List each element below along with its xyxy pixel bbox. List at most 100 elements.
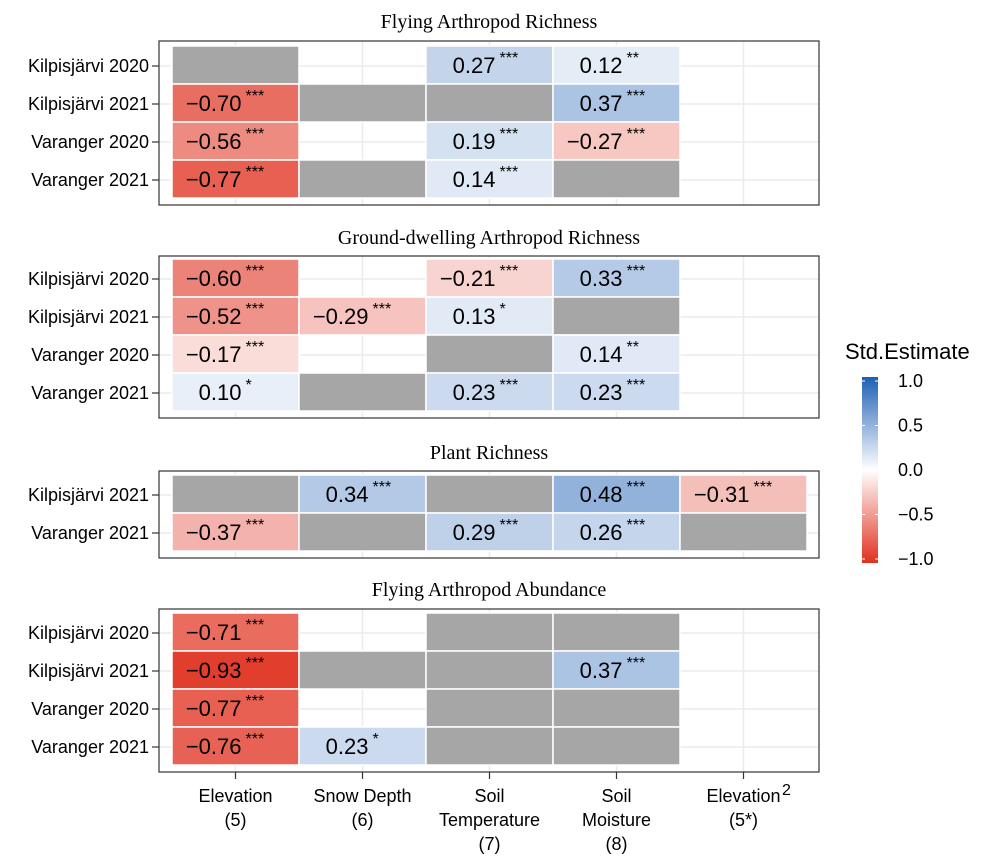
heatmap-cell-na [425,650,554,690]
heatmap-cell-na [552,726,681,766]
cell-value-label: 0.26 [580,520,623,545]
heatmap-cell-na [425,726,554,766]
panel-border [158,255,820,419]
cell-value-label: 0.27 [453,53,496,78]
cell-value-label: −0.60 [186,266,242,291]
significance-stars: *** [246,617,265,634]
heatmap-cell [171,726,300,766]
heatmap-cell-na [552,296,681,336]
heatmap-cell-na [679,512,808,552]
heatmap-cell [552,258,681,298]
significance-stars: *** [627,655,646,672]
significance-stars: * [246,377,252,394]
x-axis-label: (8) [606,834,628,854]
legend-colorbar [862,377,878,563]
significance-stars: *** [373,301,392,318]
row-label: Varanger 2020 [31,132,149,152]
cell-value-label: −0.71 [186,620,242,645]
heatmap-cell [298,296,427,336]
cell-value-label: −0.70 [186,91,242,116]
heatmap-cell-na [171,45,300,85]
heatmap-cell-na [425,688,554,728]
heatmap-cell-na [425,474,554,514]
row-label: Kilpisjärvi 2021 [28,661,149,681]
heatmap-cell [425,159,554,199]
cell-value-label: −0.56 [186,129,242,154]
row-label: Kilpisjärvi 2020 [28,623,149,643]
x-axis-label: Soil [474,786,504,806]
cell-value-label: −0.29 [313,304,369,329]
significance-stars: *** [627,126,646,143]
heatmap-cell-na [171,474,300,514]
cell-value-label: −0.37 [186,520,242,545]
heatmap-cell [425,372,554,412]
cell-value-label: −0.21 [440,266,496,291]
cell-value-label: 0.37 [580,91,623,116]
heatmap-cell [171,612,300,652]
heatmap-cell [552,512,681,552]
significance-stars: *** [500,164,519,181]
significance-stars: *** [373,479,392,496]
cell-value-label: 0.23 [453,380,496,405]
cell-value-label: 0.23 [580,380,623,405]
x-axis-label: Elevation [198,786,272,806]
heatmap-cell [171,159,300,199]
significance-stars: *** [500,377,519,394]
significance-stars: *** [246,88,265,105]
row-label: Varanger 2020 [31,699,149,719]
heatmap-cell-na [552,688,681,728]
heatmap-cell-na [298,159,427,199]
x-axis-label: Elevation [706,786,780,806]
heatmap-cell [552,474,681,514]
cell-value-label: −0.31 [694,482,750,507]
cell-value-label: 0.14 [453,167,496,192]
heatmap-cell-na [552,159,681,199]
significance-stars: *** [500,126,519,143]
x-axis-label: (6) [352,810,374,830]
significance-stars: ** [627,50,639,67]
significance-stars: *** [500,517,519,534]
significance-stars: *** [246,301,265,318]
row-label: Kilpisjärvi 2020 [28,269,149,289]
panel-title: Ground-dwelling Arthropod Richness [338,227,640,249]
heatmap-cell-na [298,372,427,412]
cell-value-label: 0.37 [580,658,623,683]
legend-tick-label: 1.0 [898,371,923,391]
legend-tick-label: 0.0 [898,460,923,480]
cell-value-label: −0.76 [186,734,242,759]
row-label: Kilpisjärvi 2021 [28,307,149,327]
heatmap-cell [171,296,300,336]
significance-stars: *** [500,50,519,67]
heatmap-cell [171,258,300,298]
x-axis-label: Soil [601,786,631,806]
row-label: Kilpisjärvi 2020 [28,56,149,76]
x-axis-label: (5) [225,810,247,830]
cell-value-label: −0.93 [186,658,242,683]
cell-value-label: 0.14 [580,342,623,367]
significance-stars: *** [754,479,773,496]
heatmap-cell [552,650,681,690]
significance-stars: *** [246,339,265,356]
significance-stars: *** [246,126,265,143]
heatmap-cell [425,512,554,552]
significance-stars: *** [627,479,646,496]
x-axis-label: Temperature [439,810,540,830]
row-label: Varanger 2020 [31,345,149,365]
legend-tick-label: −0.5 [898,505,934,525]
legend-tick-label: 0.5 [898,416,923,436]
significance-stars: *** [246,164,265,181]
row-label: Kilpisjärvi 2021 [28,485,149,505]
x-axis-label: (7) [479,834,501,854]
cell-value-label: 0.10 [199,380,242,405]
row-label: Varanger 2021 [31,170,149,190]
heatmap-cell [171,334,300,374]
significance-stars: *** [246,517,265,534]
cell-value-label: 0.23 [326,734,369,759]
significance-stars: * [500,301,506,318]
cell-value-label: −0.27 [567,129,623,154]
cell-value-label: 0.33 [580,266,623,291]
panel-border [158,470,820,559]
significance-stars: *** [627,377,646,394]
cell-value-label: −0.77 [186,696,242,721]
